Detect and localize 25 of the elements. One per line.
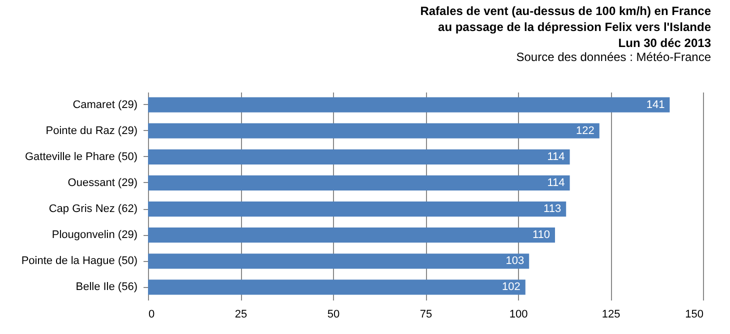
source-note: Source des données : Météo-France bbox=[516, 50, 712, 64]
x-tick-label: 25 bbox=[234, 308, 248, 320]
chart-title: Rafales de vent (au-dessus de 100 km/h) en France au passage de la dépression Felix vers l'Islande Lun 30 déc 2013 bbox=[420, 4, 712, 50]
data-label: 114 bbox=[547, 150, 565, 163]
data-label: 110 bbox=[532, 229, 550, 242]
data-label: 102 bbox=[502, 281, 520, 294]
data-label: 103 bbox=[506, 255, 524, 268]
y-tick-label: Pointe de la Hague (50) bbox=[21, 255, 138, 268]
x-tick-label: 75 bbox=[420, 308, 432, 320]
y-tick-label: Camaret (29) bbox=[72, 98, 138, 111]
data-label: 114 bbox=[547, 176, 565, 189]
x-tick-label: 125 bbox=[602, 308, 620, 320]
x-tick-label: 0 bbox=[148, 308, 155, 320]
x-tick-label: 150 bbox=[685, 308, 704, 320]
x-tick-label: 100 bbox=[509, 308, 528, 320]
y-tick-label: Ouessant (29) bbox=[68, 176, 138, 189]
x-tick-label: 50 bbox=[327, 308, 340, 320]
data-label: 113 bbox=[544, 203, 562, 216]
y-tick-label: Belle Ile (56) bbox=[76, 281, 138, 294]
data-label: 122 bbox=[576, 124, 594, 137]
y-tick-label: Plougonvelin (29) bbox=[52, 229, 138, 242]
y-tick-label: Cap Gris Nez (62) bbox=[48, 203, 138, 216]
y-tick-label: Pointe du Raz (29) bbox=[46, 124, 138, 137]
y-tick-label: Gatteville le Phare (50) bbox=[25, 150, 138, 163]
data-label: 141 bbox=[646, 98, 665, 111]
